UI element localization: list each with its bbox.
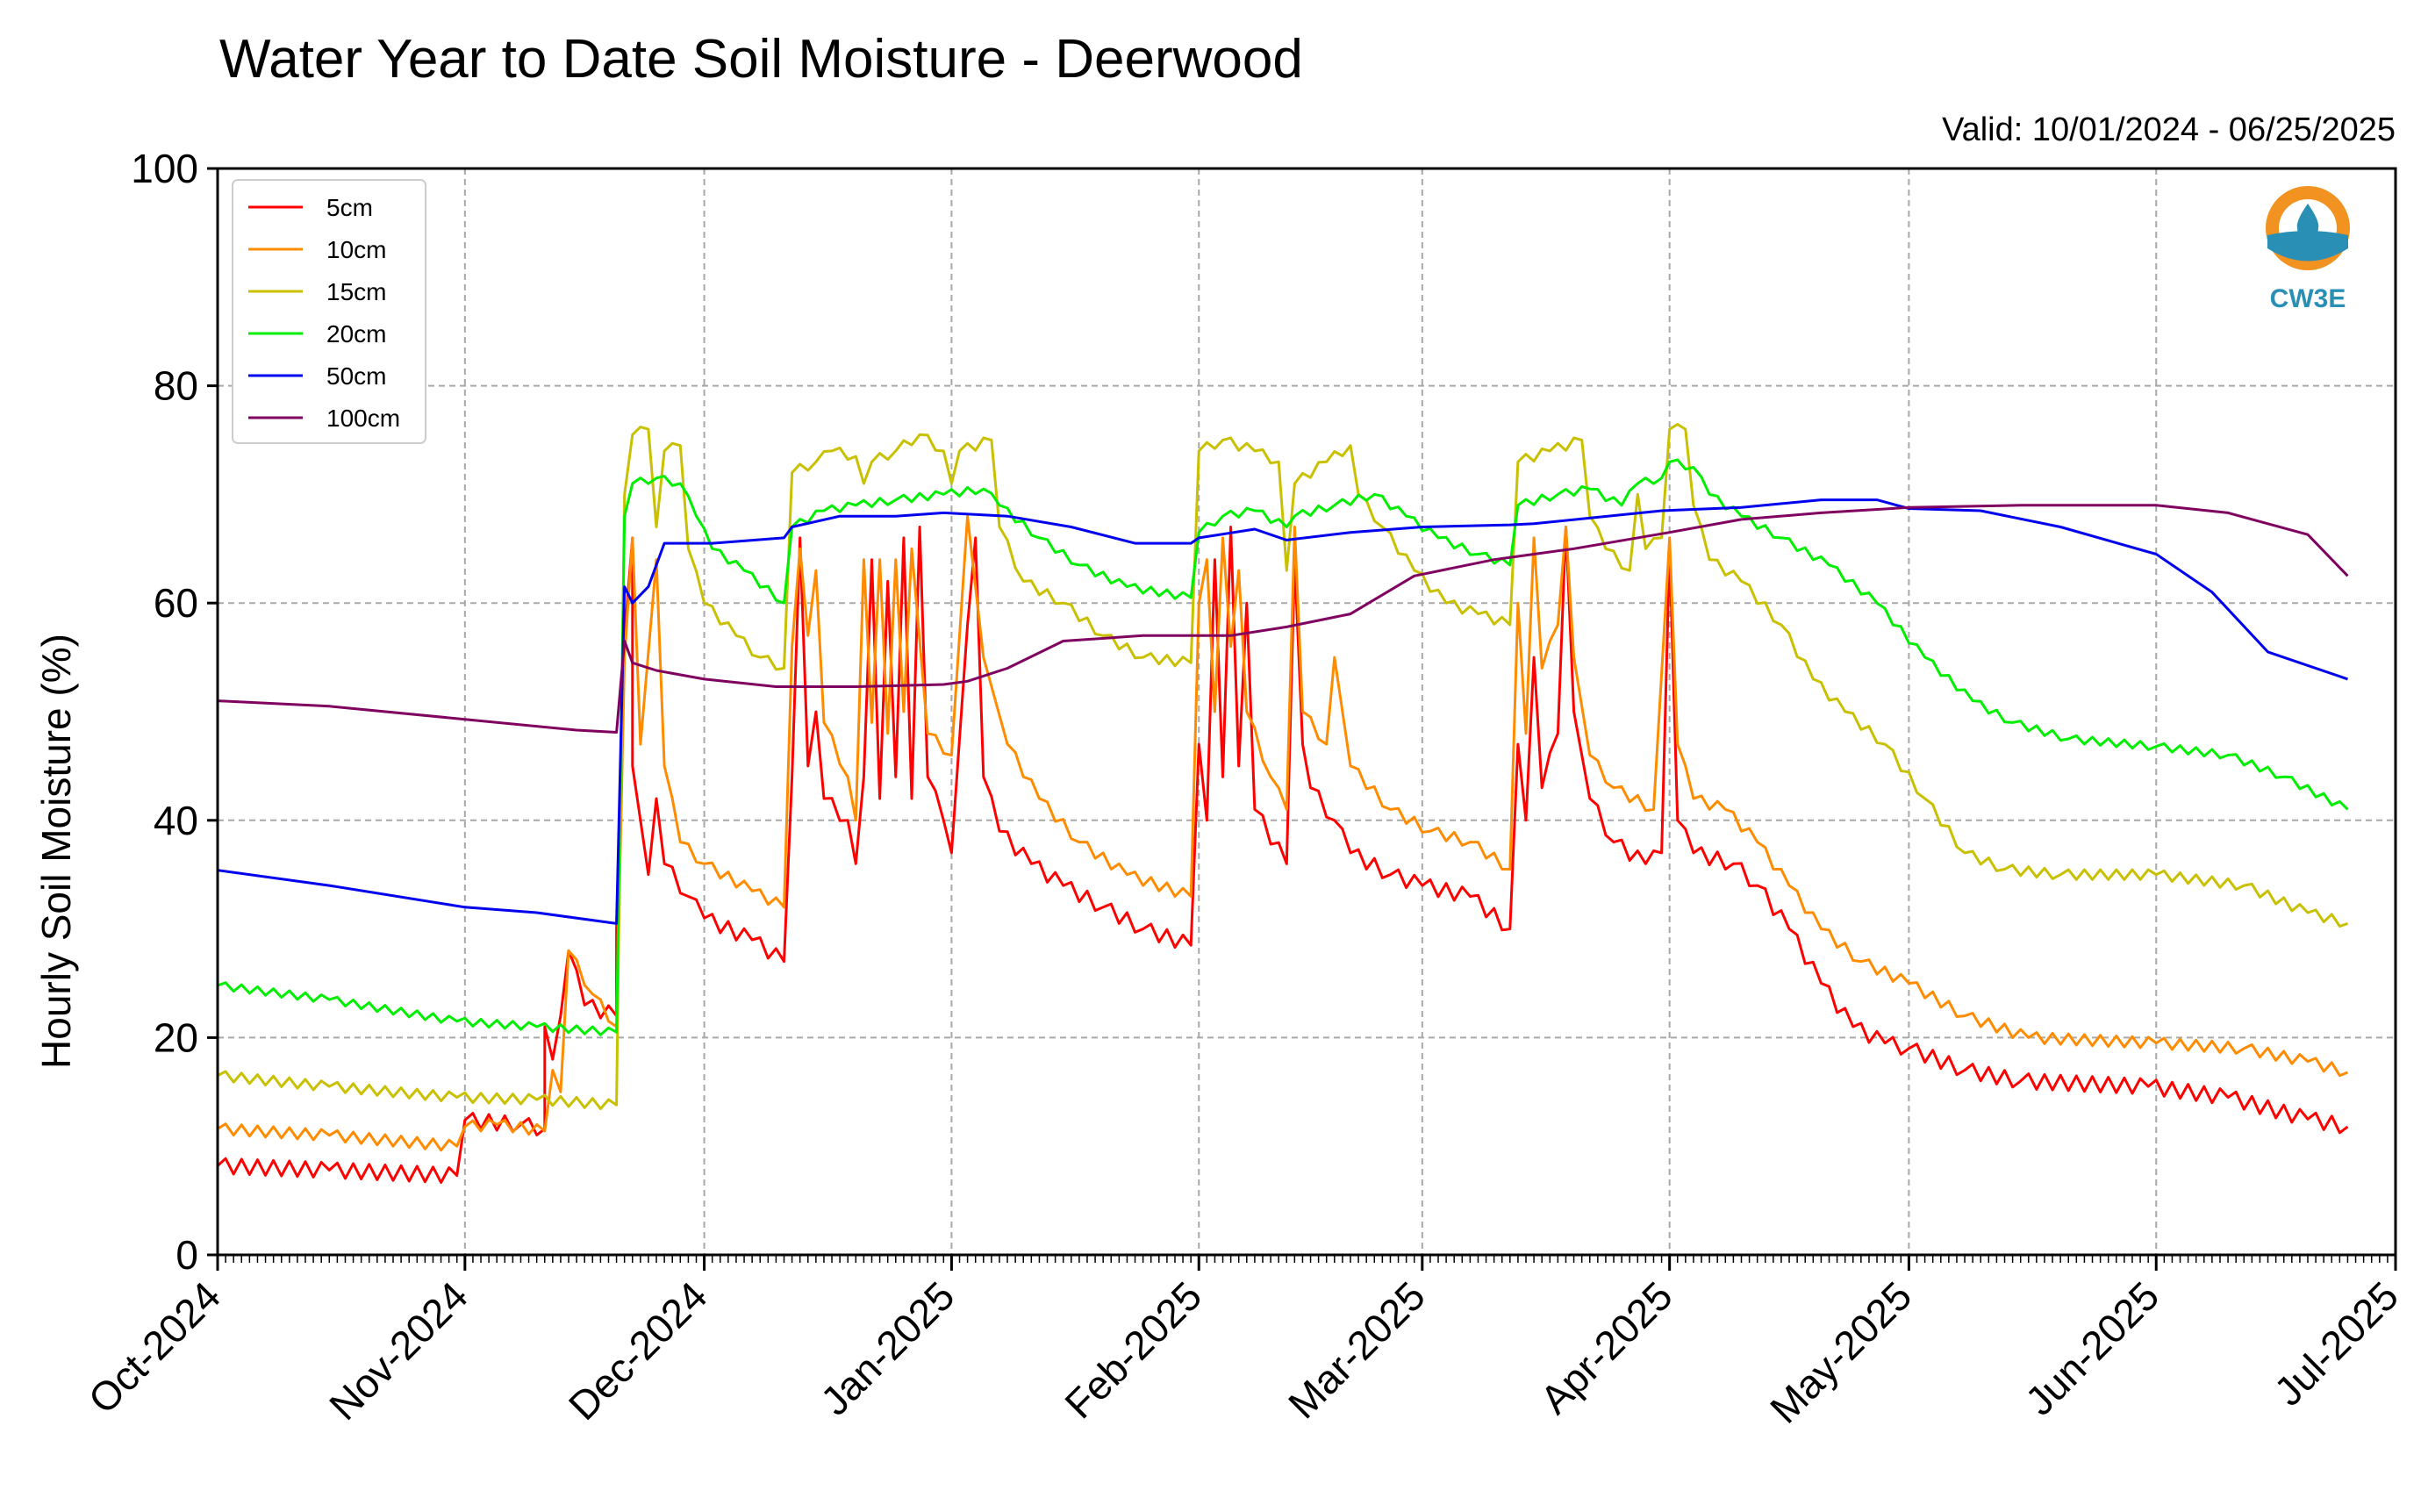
x-tick-label: Dec-2024 [560,1272,716,1429]
y-axis-label: Hourly Soil Moisture (%) [33,634,79,1069]
legend-box [232,179,426,444]
legend: 5cm 10cm 15cm 20cm 50cm 100cm [232,179,426,444]
series-line-10cm [217,514,2349,1152]
legend-label-10cm: 10cm [326,236,386,263]
legend-label-5cm: 5cm [326,194,373,221]
plot-frame [216,167,2397,1257]
grid [218,168,2396,1255]
series-lines [216,423,2349,1184]
y-tick-label: 100 [131,146,198,191]
x-tick-label: Jan-2025 [812,1272,963,1423]
x-tick-label: Jun-2025 [2016,1272,2167,1423]
cw3e-logo: CW3E [2266,186,2350,313]
legend-label-20cm: 20cm [326,320,386,348]
series-line-100cm [217,504,2349,734]
x-tick-label: May-2025 [1761,1272,1920,1431]
x-tick-label: Oct-2024 [80,1272,230,1422]
y-tick-label: 40 [154,798,198,843]
x-tick-label: Mar-2025 [1279,1272,1434,1427]
series-line-5cm [216,526,2349,1184]
x-tick-label: Feb-2025 [1056,1272,1210,1427]
logo-text: CW3E [2270,284,2346,313]
x-tick-label: Jul-2025 [2266,1272,2408,1415]
series-line-20cm [217,458,2349,1036]
water-drop-icon [2296,204,2319,239]
series-line-15cm [217,423,2348,1110]
chart-subtitle: Valid: 10/01/2024 - 06/25/2025 [1942,111,2396,148]
legend-label-100cm: 100cm [326,405,400,432]
logo-wave-icon [2267,231,2348,262]
legend-label-50cm: 50cm [326,362,386,390]
y-tick-label: 60 [154,580,198,626]
series-line-50cm [217,498,2348,925]
y-tick-label: 80 [154,363,198,409]
axes: 0 20 40 60 80 100 Oct-2024 Nov-2024 Dec-2024 Jan-… [80,146,2408,1432]
chart-title: Water Year to Date Soil Moisture - Deerw… [219,29,1303,90]
x-tick-label: Apr-2025 [1531,1272,1681,1422]
y-tick-label: 0 [175,1232,198,1278]
y-tick-label: 20 [154,1014,198,1060]
x-tick-label: Nov-2024 [320,1272,476,1429]
legend-label-15cm: 15cm [326,278,386,305]
